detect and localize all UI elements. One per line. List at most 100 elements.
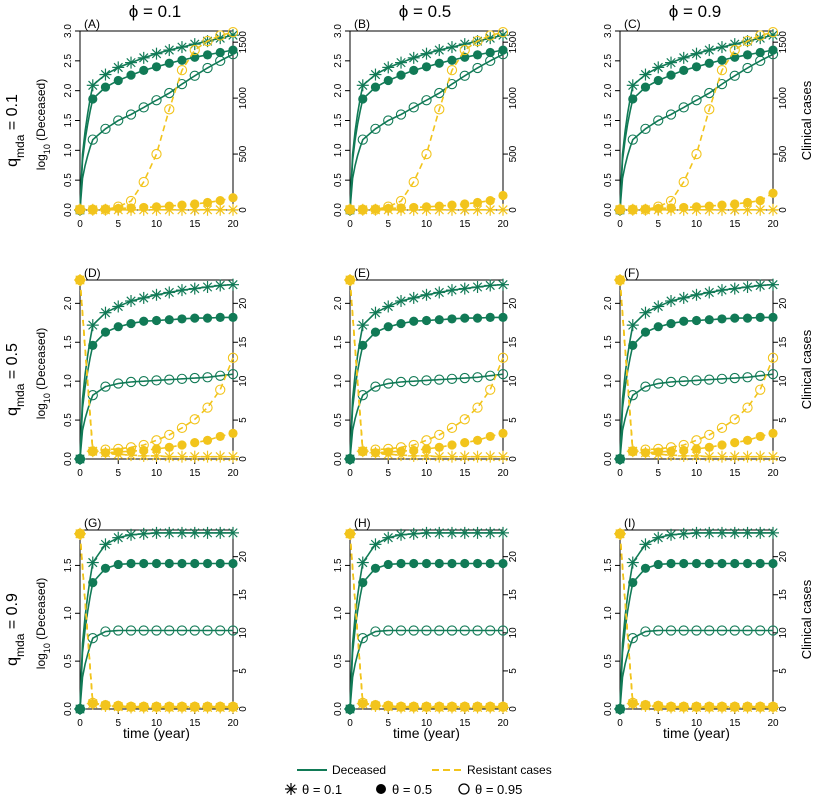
deceased-point (396, 70, 406, 80)
deceased-point (125, 625, 137, 636)
resistant-point (730, 199, 740, 209)
deceased-point (125, 109, 137, 120)
deceased-line-theta2 (79, 562, 233, 710)
deceased-point (640, 381, 651, 392)
y-right-axis-label: Clinical cases (799, 80, 814, 160)
resistant-point (498, 190, 508, 201)
deceased-point (434, 625, 445, 636)
deceased-point (358, 578, 368, 588)
resistant-point (344, 204, 356, 215)
panel-c: (C) 0 5 10 15 20 0.0 0.5 1.0 1.5 2.0 2.5 3.0 0 500 1000… (603, 17, 814, 230)
deceased-point (485, 558, 495, 569)
deceased-point (484, 279, 497, 292)
deceased-point (653, 625, 664, 636)
resistant-point (125, 442, 137, 453)
resistant-point (139, 445, 149, 456)
deceased-point (729, 372, 740, 384)
deceased-point (150, 288, 163, 301)
deceased-point (421, 315, 432, 326)
deceased-point (409, 316, 419, 326)
resistant-point (767, 450, 779, 463)
resistant-point (421, 202, 432, 212)
deceased-point (497, 369, 509, 380)
resistant-point (357, 204, 368, 215)
y-left-tick-label: 1.5 (603, 558, 614, 572)
y-right-tick-label: 5 (238, 417, 249, 423)
deceased-point (653, 378, 664, 389)
resistant-point (434, 104, 445, 115)
resistant-point (164, 701, 175, 712)
resistant-point (485, 30, 496, 41)
y-left-tick-label: 2.0 (333, 83, 344, 97)
deceased-point (382, 300, 395, 313)
resistant-point (396, 203, 406, 213)
deceased-point (190, 313, 200, 323)
deceased-point (395, 625, 407, 636)
y-right-tick-label: 0 (778, 706, 789, 712)
resistant-point (87, 697, 98, 709)
deceased-point (742, 372, 753, 383)
deceased-line-theta3 (619, 629, 773, 710)
resistant-point (653, 201, 664, 212)
x-tick-label: 20 (227, 468, 239, 479)
deceased-point (408, 376, 419, 387)
x-tick-label: 5 (385, 468, 391, 479)
deceased-point (137, 527, 150, 540)
deceased-point (433, 526, 446, 539)
resistant-point (447, 200, 457, 210)
resistant-point (396, 702, 406, 712)
deceased-point (215, 625, 226, 636)
deceased-point (716, 78, 728, 90)
deceased-point (628, 94, 638, 104)
deceased-point (485, 625, 496, 636)
deceased-point (382, 531, 395, 544)
deceased-point (383, 115, 394, 126)
resistant-point (188, 450, 201, 463)
y-right-tick-label: 5 (778, 417, 789, 423)
deceased-point (137, 291, 150, 304)
x-tick-label: 0 (77, 468, 83, 479)
col-header-3: ϕ = 0.9 (669, 2, 722, 21)
deceased-point (755, 47, 765, 58)
resistant-point (485, 701, 496, 712)
x-tick-label: 20 (497, 219, 509, 230)
deceased-point (100, 381, 111, 392)
resistant-point (100, 444, 111, 455)
y-left-tick-label: 2.0 (603, 83, 614, 97)
resistant-line-theta2 (79, 279, 234, 454)
resistant-point (227, 701, 239, 712)
col-header-1: ϕ = 0.1 (129, 2, 182, 21)
y-right-tick-label: 1000 (778, 87, 789, 110)
deceased-point (139, 316, 149, 326)
x-tick-label: 15 (729, 219, 741, 230)
resistant-point (164, 442, 174, 452)
y-left-tick-label: 2.5 (603, 53, 614, 67)
resistant-point (357, 446, 368, 457)
y-right-tick-label: 15 (238, 336, 249, 348)
resistant-point (215, 701, 226, 712)
deceased-point (755, 312, 765, 322)
deceased-point (767, 369, 779, 380)
resistant-point (408, 176, 419, 188)
resistant-point (653, 443, 664, 455)
x-tick-label: 15 (189, 718, 201, 729)
resistant-point (164, 104, 175, 115)
resistant-point (202, 435, 213, 445)
deceased-point (150, 47, 163, 60)
deceased-point (754, 526, 767, 539)
y-right-tick-label: 10 (508, 375, 519, 387)
x-tick-label: 0 (617, 718, 623, 729)
resistant-point (640, 204, 651, 214)
deceased-point (458, 282, 471, 295)
row-header: qmda = 0.9 (4, 593, 27, 666)
deceased-point (125, 376, 137, 388)
deceased-point (446, 625, 458, 636)
y-left-tick-label: 0.0 (63, 702, 74, 716)
deceased-point (126, 558, 136, 569)
resistant-point (164, 201, 174, 211)
deceased-point (497, 278, 509, 291)
deceased-point (188, 282, 201, 295)
x-tick-label: 10 (421, 718, 433, 729)
y-right-tick-label: 1500 (778, 31, 789, 54)
resistant-point (704, 429, 715, 441)
